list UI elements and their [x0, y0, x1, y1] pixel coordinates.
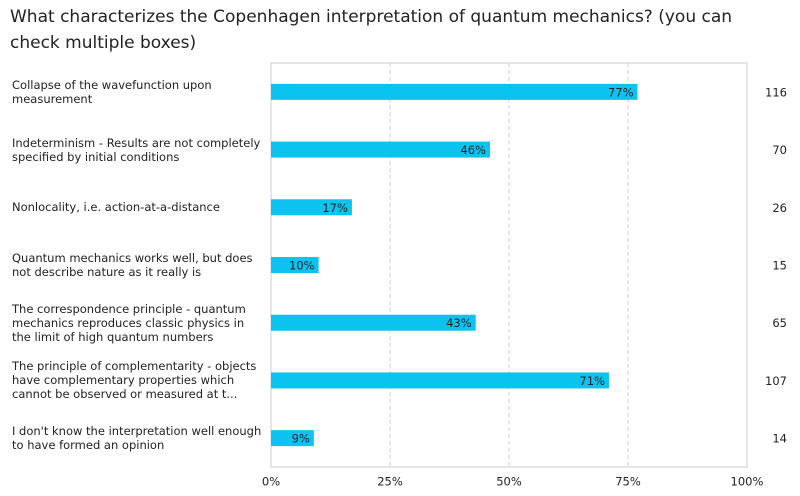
bar: [271, 83, 638, 100]
chart-title: What characterizes the Copenhagen interp…: [10, 7, 733, 53]
count-label: 107: [765, 374, 787, 388]
bar: [271, 430, 314, 447]
x-tick-label: 75%: [615, 475, 641, 489]
count-label: 15: [772, 259, 787, 273]
bar: [271, 257, 319, 273]
category-label: Nonlocality, i.e. action-at-a-distance: [12, 200, 220, 215]
count-label: 65: [772, 316, 787, 330]
count-label: 116: [765, 85, 787, 99]
x-tick-label: 50%: [496, 475, 522, 489]
count-label: 14: [772, 432, 787, 446]
x-tick-label: 25%: [377, 475, 403, 489]
bar: [271, 199, 352, 216]
count-label: 70: [772, 143, 787, 157]
value-label: 71%: [579, 374, 605, 388]
value-label: 10%: [289, 259, 315, 273]
x-tick-label: 100%: [731, 475, 764, 489]
value-label: 46%: [460, 143, 486, 157]
value-label: 43%: [446, 316, 472, 330]
bar: [271, 141, 490, 158]
category-label: The correspondence principle - quantum m…: [12, 301, 246, 344]
category-label: The principle of complementarity - objec…: [12, 359, 257, 402]
value-label: 17%: [322, 201, 348, 215]
category-label: I don't know the interpretation well eno…: [12, 424, 262, 453]
bar: [271, 372, 609, 389]
bar: [271, 314, 476, 331]
x-tick-label: 0%: [262, 475, 280, 489]
category-label: Indeterminism - Results are not complete…: [12, 135, 261, 164]
count-label: 26: [772, 201, 787, 215]
value-label: 9%: [292, 432, 310, 446]
category-label: Quantum mechanics works well, but does n…: [12, 251, 253, 279]
category-label: Collapse of the wavefunction upon measur…: [12, 77, 212, 106]
value-label: 77%: [608, 85, 634, 99]
